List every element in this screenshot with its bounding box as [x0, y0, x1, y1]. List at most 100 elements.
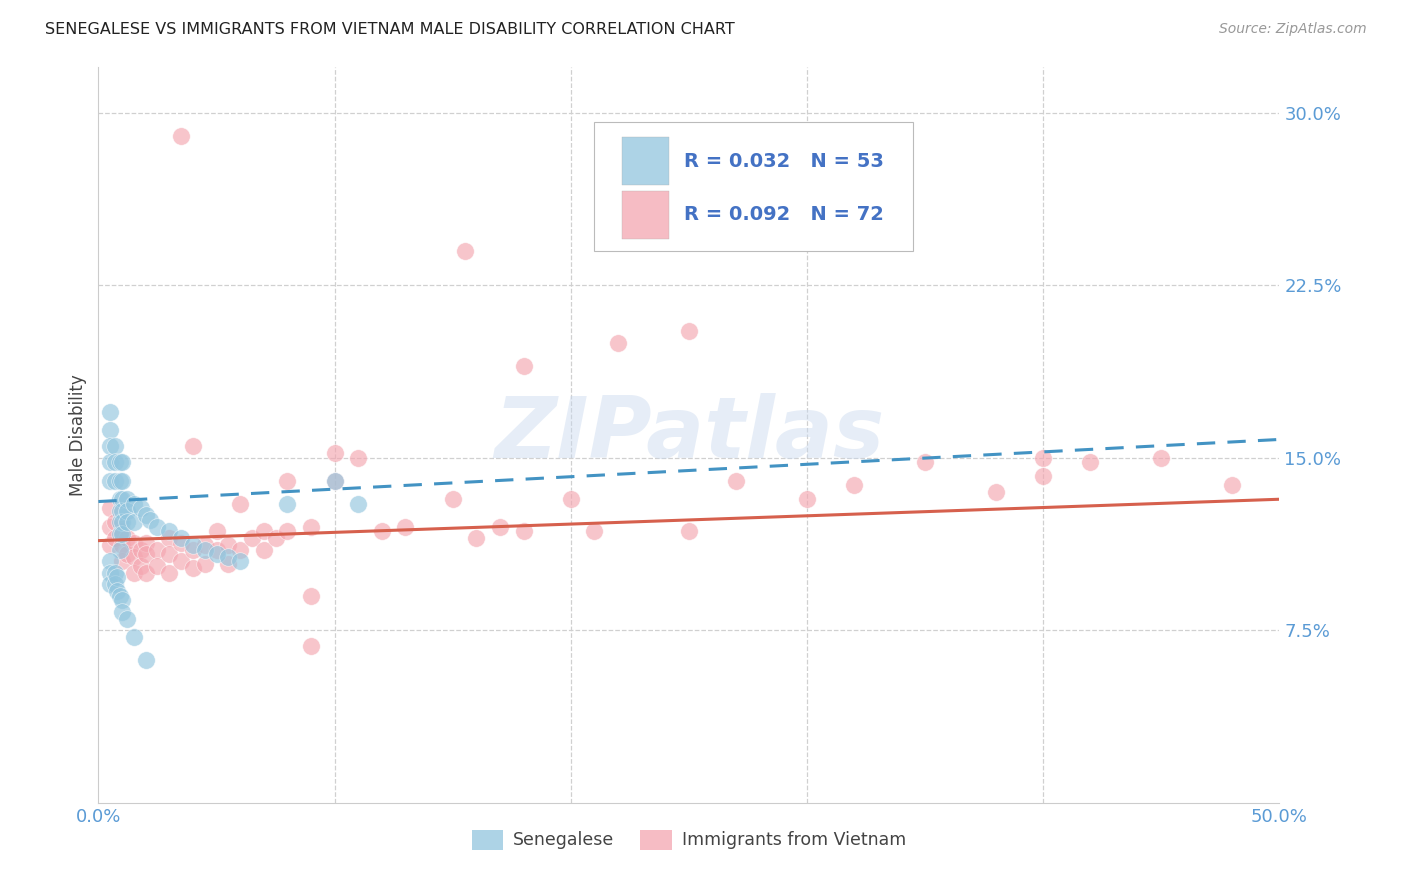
Point — [796, 492, 818, 507]
Point — [139, 513, 162, 527]
Point — [108, 542, 131, 557]
Point — [98, 520, 121, 534]
Point — [323, 474, 346, 488]
Point — [122, 515, 145, 529]
Point — [157, 524, 180, 539]
Point — [1220, 478, 1243, 492]
Point — [984, 485, 1007, 500]
Point — [347, 497, 370, 511]
Point — [1080, 455, 1102, 469]
Point — [217, 557, 239, 571]
FancyBboxPatch shape — [621, 137, 669, 186]
Point — [217, 538, 239, 552]
Point — [111, 554, 134, 568]
Point — [115, 532, 138, 546]
Point — [98, 577, 121, 591]
Point — [98, 538, 121, 552]
Point — [205, 524, 228, 539]
Point — [108, 515, 131, 529]
Point — [276, 524, 298, 539]
Point — [111, 605, 134, 619]
Point — [170, 536, 193, 550]
Point — [111, 474, 134, 488]
Point — [104, 474, 127, 488]
Point — [217, 549, 239, 564]
Point — [181, 439, 204, 453]
Point — [1032, 450, 1054, 465]
Point — [1032, 469, 1054, 483]
Point — [194, 538, 217, 552]
Point — [115, 548, 138, 562]
Point — [146, 542, 169, 557]
Point — [453, 244, 475, 258]
Point — [512, 359, 534, 373]
Point — [104, 515, 127, 529]
Text: Source: ZipAtlas.com: Source: ZipAtlas.com — [1219, 22, 1367, 37]
Point — [115, 492, 138, 507]
Point — [122, 566, 145, 580]
Point — [276, 497, 298, 511]
Point — [489, 520, 512, 534]
FancyBboxPatch shape — [595, 122, 914, 251]
Point — [104, 439, 127, 453]
Point — [394, 520, 416, 534]
Point — [104, 577, 127, 591]
Point — [111, 593, 134, 607]
Point — [441, 492, 464, 507]
Point — [122, 549, 145, 564]
Point — [129, 542, 152, 557]
Point — [157, 566, 180, 580]
Point — [323, 446, 346, 460]
Point — [205, 548, 228, 562]
Point — [105, 584, 128, 599]
Point — [104, 455, 127, 469]
Point — [108, 589, 131, 603]
Point — [111, 524, 134, 539]
Point — [108, 526, 131, 541]
Point — [725, 474, 748, 488]
Point — [135, 653, 157, 667]
Point — [229, 554, 252, 568]
Point — [299, 520, 322, 534]
Point — [105, 570, 128, 584]
Point — [129, 501, 152, 516]
Y-axis label: Male Disability: Male Disability — [69, 374, 87, 496]
Point — [181, 561, 204, 575]
Point — [98, 423, 121, 437]
FancyBboxPatch shape — [621, 191, 669, 239]
Point — [108, 455, 131, 469]
Text: ZIPatlas: ZIPatlas — [494, 393, 884, 476]
Point — [299, 589, 322, 603]
Point — [157, 532, 180, 546]
Point — [914, 455, 936, 469]
Point — [115, 504, 138, 518]
Point — [135, 536, 157, 550]
Text: R = 0.092   N = 72: R = 0.092 N = 72 — [685, 205, 884, 225]
Point — [111, 492, 134, 507]
Point — [157, 548, 180, 562]
Point — [115, 612, 138, 626]
Point — [98, 554, 121, 568]
Point — [146, 558, 169, 573]
Text: SENEGALESE VS IMMIGRANTS FROM VIETNAM MALE DISABILITY CORRELATION CHART: SENEGALESE VS IMMIGRANTS FROM VIETNAM MA… — [45, 22, 735, 37]
Point — [135, 508, 157, 523]
Point — [371, 524, 394, 539]
Point — [205, 542, 228, 557]
Point — [465, 532, 488, 546]
Point — [194, 542, 217, 557]
Point — [181, 538, 204, 552]
Legend: Senegalese, Immigrants from Vietnam: Senegalese, Immigrants from Vietnam — [464, 822, 914, 856]
Point — [98, 474, 121, 488]
Point — [181, 542, 204, 557]
Point — [98, 501, 121, 516]
Point — [194, 557, 217, 571]
Point — [323, 474, 346, 488]
Point — [111, 515, 134, 529]
Point — [108, 492, 131, 507]
Point — [98, 455, 121, 469]
Point — [108, 474, 131, 488]
Point — [104, 566, 127, 580]
Point — [146, 520, 169, 534]
Point — [135, 566, 157, 580]
Point — [98, 439, 121, 453]
